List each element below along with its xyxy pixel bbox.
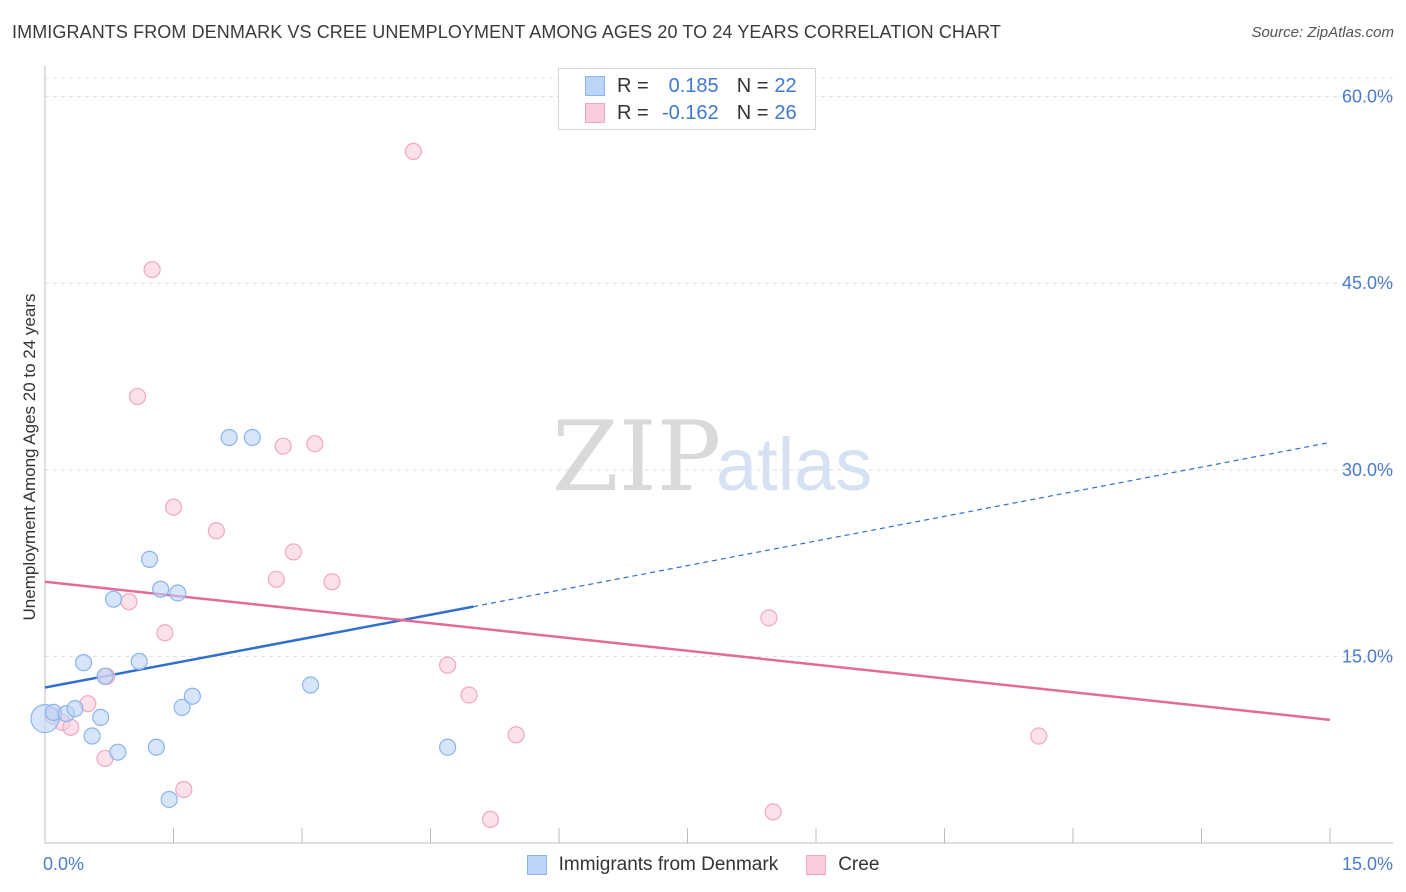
trend-line-denmark-extrapolated [473,441,1331,608]
legend-n-label: N = [736,74,769,97]
legend-n-value: 26 [774,101,797,124]
series-swatch-denmark [526,855,547,875]
point-cree [306,435,324,453]
point-cree [481,810,500,828]
point-denmark [147,738,165,756]
point-denmark [169,584,187,602]
y-tick-label: 30.0% [1342,460,1393,480]
point-denmark [152,580,170,598]
point-denmark [96,667,114,685]
point-cree [156,624,174,642]
series-legend-cree[interactable]: Cree [806,854,879,876]
point-denmark [92,708,110,726]
point-cree [164,498,183,516]
data-points [30,142,1048,828]
point-cree [764,803,782,821]
y-tick-label: 15.0% [1342,646,1393,666]
point-cree [404,142,422,160]
point-denmark [130,652,148,670]
source-credit: Source: ZipAtlas.com [1251,24,1394,41]
series-label-denmark: Immigrants from Denmark [558,854,779,875]
legend-swatch-denmark [585,76,605,96]
point-cree [207,522,225,540]
point-denmark [220,428,238,447]
point-cree [128,387,147,406]
point-cree [143,260,161,279]
grid-lines [45,77,1393,657]
point-cree [120,593,138,611]
tick-labels: 15.0% 30.0% 45.0% 60.0% 0.0% 15.0% [43,87,1393,874]
point-cree [274,437,292,455]
legend-row-denmark: R = 0.185 N = 22 [585,73,797,99]
point-cree [460,686,478,704]
series-label-cree: Cree [838,854,880,875]
point-cree [439,656,457,674]
legend-r-label: R = [617,74,649,97]
y-axis-title: Unemployment Among Ages 20 to 24 years [20,294,39,621]
legend-row-cree: R = -0.162 N = 26 [585,100,797,126]
point-denmark [160,790,178,809]
point-denmark [104,590,123,608]
x-tick-label: 15.0% [1342,854,1393,874]
watermark: ZIP atlas [552,401,872,513]
chart-title: IMMIGRANTS FROM DENMARK VS CREE UNEMPLOY… [12,22,1001,42]
point-denmark [301,676,320,694]
point-denmark [109,743,127,761]
point-cree [284,543,303,561]
point-denmark [66,700,84,718]
series-legend: Immigrants from Denmark Cree [0,851,1406,879]
watermark-zip: ZIP [552,401,721,513]
legend-r-label: R = [617,101,649,124]
watermark-atlas: atlas [716,423,872,506]
y-tick-label: 60.0% [1342,87,1393,107]
point-denmark [83,727,101,745]
point-denmark [183,687,201,705]
point-denmark [140,550,159,568]
y-tick-label: 45.0% [1342,273,1393,293]
point-denmark [173,698,191,717]
legend-swatch-cree [585,103,605,123]
trend-line-cree [44,580,1331,722]
legend-r-value: 0.185 [668,74,719,97]
point-cree [175,780,193,799]
point-cree [1030,727,1048,745]
series-legend-denmark[interactable]: Immigrants from Denmark [526,854,779,876]
point-cree [267,570,285,588]
legend-n-value: 22 [774,74,797,97]
point-cree [760,609,778,627]
point-cree [323,573,341,591]
legend-n-label: N = [736,101,769,124]
trend-lines [44,441,1331,722]
point-denmark [243,428,261,447]
point-denmark [439,738,457,756]
point-cree [507,726,525,744]
legend-r-value: -0.162 [661,101,719,124]
correlation-legend: R = 0.185 N = 22 R = -0.162 N = 26 [558,68,816,130]
x-tick-label: 0.0% [43,854,84,874]
point-denmark [74,654,93,672]
series-swatch-cree [806,855,827,875]
